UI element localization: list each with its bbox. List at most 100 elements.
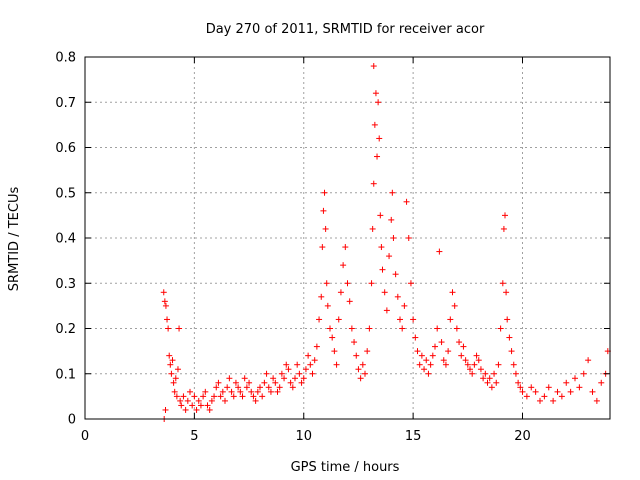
data-point bbox=[389, 189, 396, 196]
data-point bbox=[580, 370, 587, 377]
data-point bbox=[458, 352, 465, 359]
data-point bbox=[394, 293, 401, 300]
data-point bbox=[189, 402, 196, 409]
data-point bbox=[232, 379, 239, 386]
grid-lines bbox=[85, 57, 610, 419]
data-point bbox=[228, 388, 235, 395]
data-point bbox=[333, 361, 340, 368]
data-point bbox=[405, 235, 412, 241]
data-point bbox=[482, 370, 489, 377]
data-point bbox=[506, 334, 513, 341]
data-point bbox=[432, 343, 438, 350]
data-point bbox=[370, 63, 377, 70]
data-point bbox=[318, 293, 325, 300]
data-point bbox=[500, 225, 507, 232]
data-point bbox=[257, 384, 263, 391]
data-point bbox=[322, 225, 329, 232]
data-point bbox=[397, 316, 403, 323]
data-point bbox=[195, 397, 202, 404]
data-point bbox=[495, 361, 502, 368]
data-point bbox=[508, 348, 515, 355]
data-point bbox=[598, 379, 605, 386]
data-point bbox=[484, 379, 491, 386]
data-point bbox=[204, 402, 211, 409]
data-point bbox=[462, 357, 469, 364]
data-point bbox=[488, 384, 495, 391]
data-point bbox=[593, 397, 600, 404]
data-point bbox=[305, 352, 312, 359]
data-point bbox=[357, 375, 364, 382]
data-point bbox=[265, 384, 272, 391]
data-point bbox=[222, 397, 228, 404]
y-tick-label: 0.6 bbox=[55, 141, 76, 156]
data-points bbox=[160, 63, 611, 422]
data-point bbox=[453, 325, 460, 332]
data-point bbox=[259, 393, 266, 400]
data-point bbox=[532, 388, 539, 395]
data-point bbox=[160, 289, 167, 296]
data-point bbox=[523, 393, 530, 400]
data-point bbox=[388, 216, 395, 223]
data-point bbox=[294, 361, 301, 368]
data-point bbox=[572, 375, 578, 382]
x-tick-label: 10 bbox=[295, 429, 312, 444]
data-point bbox=[274, 388, 281, 395]
data-point bbox=[436, 248, 443, 255]
data-point bbox=[197, 402, 204, 409]
x-tick-label: 20 bbox=[514, 429, 531, 444]
data-point bbox=[372, 90, 379, 97]
data-point bbox=[512, 370, 519, 377]
data-point bbox=[456, 339, 463, 346]
y-tick-label: 0.7 bbox=[55, 96, 76, 111]
data-point bbox=[379, 266, 386, 273]
data-point bbox=[386, 253, 393, 260]
data-point bbox=[364, 348, 371, 355]
data-point bbox=[416, 361, 423, 368]
data-point bbox=[371, 121, 378, 128]
x-tick-label: 0 bbox=[81, 429, 89, 444]
data-point bbox=[383, 307, 390, 314]
data-point bbox=[254, 388, 261, 395]
data-point bbox=[440, 357, 447, 364]
data-point bbox=[375, 99, 382, 106]
data-point bbox=[480, 375, 487, 382]
data-point bbox=[230, 393, 237, 400]
data-point bbox=[187, 388, 193, 395]
x-tick-label: 15 bbox=[405, 429, 422, 444]
data-point bbox=[224, 384, 231, 391]
data-point bbox=[399, 325, 406, 332]
data-point bbox=[219, 388, 226, 395]
data-point bbox=[344, 280, 351, 287]
data-point bbox=[276, 384, 283, 391]
data-point bbox=[300, 375, 307, 382]
data-point bbox=[239, 393, 246, 400]
data-point bbox=[392, 271, 399, 278]
data-point bbox=[369, 225, 376, 232]
data-point bbox=[200, 393, 207, 400]
data-point bbox=[165, 325, 172, 332]
data-point bbox=[541, 393, 548, 400]
data-point bbox=[558, 393, 565, 400]
data-point bbox=[460, 343, 467, 350]
chart-title: Day 270 of 2011, SRMTID for receiver aco… bbox=[206, 22, 485, 37]
data-point bbox=[173, 393, 180, 400]
data-point bbox=[177, 397, 184, 404]
data-point bbox=[504, 316, 511, 323]
data-point bbox=[171, 388, 178, 395]
data-point bbox=[287, 379, 294, 386]
data-point bbox=[423, 357, 430, 364]
y-tick-label: 0.2 bbox=[55, 322, 76, 337]
data-point bbox=[451, 302, 458, 309]
data-point bbox=[434, 325, 441, 332]
data-point bbox=[323, 280, 330, 287]
data-point bbox=[289, 384, 296, 391]
data-point bbox=[263, 370, 270, 377]
data-point bbox=[202, 388, 209, 395]
data-point bbox=[442, 361, 449, 368]
data-point bbox=[321, 189, 328, 196]
data-point bbox=[486, 375, 493, 382]
data-point bbox=[267, 388, 274, 395]
data-point bbox=[449, 289, 456, 296]
data-point bbox=[528, 384, 535, 391]
data-point bbox=[517, 384, 524, 391]
